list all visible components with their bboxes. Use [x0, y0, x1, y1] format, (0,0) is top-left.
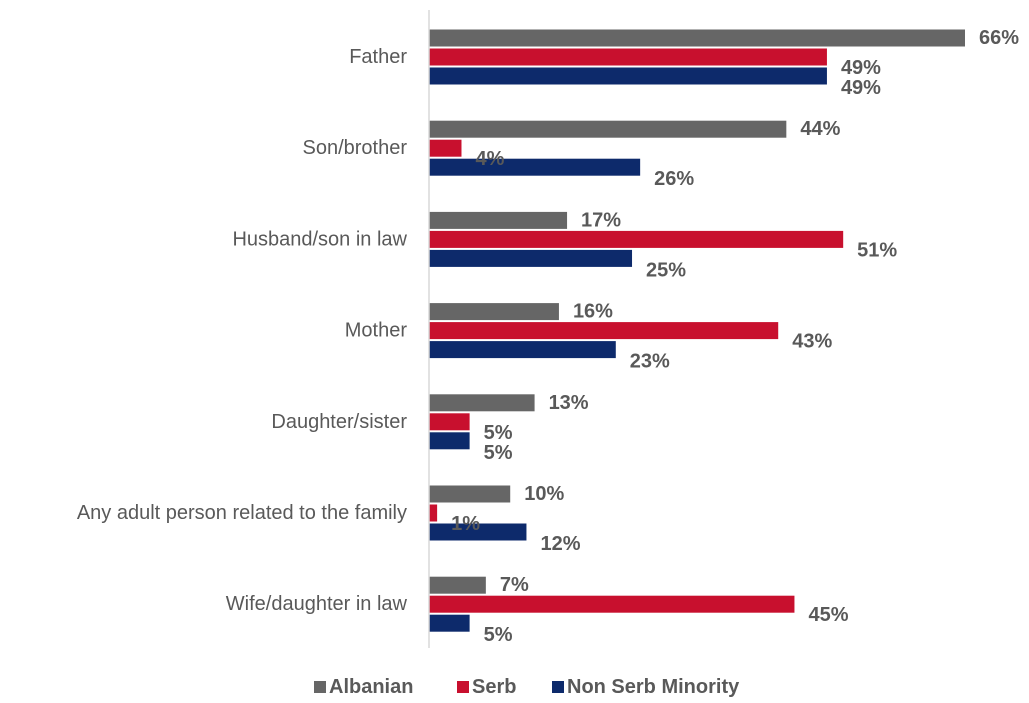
- bar: [429, 595, 795, 613]
- data-label: 12%: [540, 533, 580, 555]
- category-label: Any adult person related to the family: [77, 502, 407, 524]
- legend-swatch: [457, 681, 469, 693]
- data-label: 23%: [630, 351, 670, 373]
- data-label: 7%: [500, 574, 529, 596]
- bar: [429, 394, 535, 412]
- bar: [429, 576, 486, 594]
- category-label: Husband/son in law: [232, 228, 407, 250]
- category-label: Mother: [345, 320, 408, 342]
- data-label: 66%: [979, 27, 1019, 49]
- bar: [429, 322, 779, 340]
- bar: [429, 504, 438, 522]
- bar: [429, 341, 616, 359]
- data-label: 17%: [581, 209, 621, 231]
- data-label: 43%: [792, 331, 832, 353]
- legend-swatch: [314, 681, 326, 693]
- data-label: 10%: [524, 483, 564, 505]
- bar: [429, 48, 827, 66]
- category-label: Wife/daughter in law: [226, 593, 408, 615]
- bar: [429, 120, 787, 138]
- data-label: 49%: [841, 57, 881, 79]
- legend: Albanian Serb Non Serb Minority: [314, 676, 740, 698]
- bars-layer: [429, 29, 965, 632]
- bar: [429, 614, 470, 632]
- data-label: 25%: [646, 259, 686, 281]
- data-label: 13%: [549, 392, 589, 414]
- bar: [429, 29, 965, 47]
- data-label: 26%: [654, 168, 694, 190]
- category-label: Daughter/sister: [271, 411, 407, 433]
- data-label: 5%: [484, 442, 513, 464]
- bar: [429, 523, 527, 541]
- bar: [429, 67, 827, 85]
- category-label: Son/brother: [302, 137, 407, 159]
- legend-swatch: [552, 681, 564, 693]
- labels-layer: Father 66% 49%49% Son/brother 44% 4% 26% Husban…: [77, 27, 1019, 646]
- data-label: 5%: [484, 624, 513, 646]
- data-label: 51%: [857, 239, 897, 261]
- bar: [429, 432, 470, 450]
- legend-label: Non Serb Minority: [567, 676, 740, 698]
- data-label: 45%: [808, 604, 848, 626]
- legend-label: Albanian: [329, 676, 413, 698]
- bar: [429, 158, 641, 176]
- data-label: 44%: [800, 118, 840, 140]
- bar: [429, 303, 559, 321]
- bar: [429, 230, 844, 248]
- bar: [429, 211, 568, 229]
- data-label: 4%: [475, 148, 504, 170]
- data-label: 16%: [573, 301, 613, 323]
- data-label: 1%: [451, 513, 480, 535]
- bar: [429, 413, 470, 431]
- bar: [429, 249, 633, 267]
- bar: [429, 139, 462, 157]
- bar: [429, 485, 511, 503]
- category-label: Father: [349, 46, 407, 68]
- data-label: 5%: [484, 422, 513, 444]
- data-label: 49%: [841, 77, 881, 99]
- legend-label: Serb: [472, 676, 516, 698]
